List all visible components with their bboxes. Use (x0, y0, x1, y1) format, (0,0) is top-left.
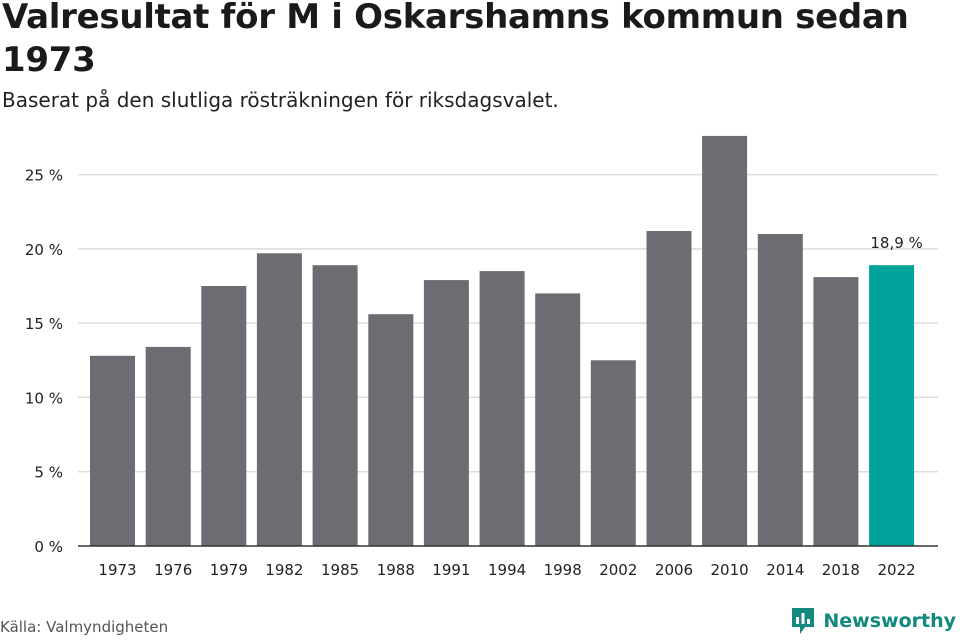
source-note: Källa: Valmyndigheten (0, 618, 169, 636)
bar-1973 (90, 355, 135, 546)
x-tick-label: 2006 (655, 561, 693, 579)
bar-2002 (590, 360, 636, 546)
y-axis-ticks: 0 % 5 % 10 % 15 % 20 % 25 % (25, 167, 63, 556)
chart-subtitle: Baserat på den slutliga rösträkningen fö… (2, 88, 559, 112)
x-tick-label: 1988 (377, 561, 415, 579)
bar-1985 (312, 265, 358, 546)
x-tick-label: 2018 (822, 561, 860, 579)
brand-logo[interactable]: Newsworthy (790, 606, 956, 636)
y-tick-label: 10 % (25, 389, 63, 407)
bar-2014 (757, 234, 803, 546)
bar-1982 (256, 253, 302, 547)
x-tick-label: 1976 (154, 561, 192, 579)
bar-1991 (423, 280, 469, 546)
x-tick-label: 1973 (98, 561, 136, 579)
bar-chart: 0 %5 %10 %15 %20 %25 % 1973 1976 1979 1982 1… (25, 135, 938, 579)
bar-2006 (646, 231, 692, 546)
y-tick-label: 5 % (34, 464, 63, 482)
x-tick-label: 2002 (599, 561, 637, 579)
bars (90, 135, 915, 547)
x-tick-label: 1982 (265, 561, 303, 579)
bar-2010 (702, 135, 748, 546)
y-tick-label: 15 % (25, 315, 63, 333)
bar-2022 (869, 265, 915, 546)
bar-1979 (201, 286, 247, 546)
y-tick-label: 20 % (25, 241, 63, 259)
bar-1994 (479, 271, 525, 546)
y-tick-label: 0 % (34, 538, 63, 556)
bar-1988 (368, 314, 414, 546)
bar-2018 (813, 277, 859, 546)
x-tick-label: 1998 (544, 561, 582, 579)
x-tick-label: 2010 (711, 561, 749, 579)
brand-name: Newsworthy (823, 610, 956, 632)
x-tick-label: 1979 (210, 561, 248, 579)
value-annotation: 18,9 % (870, 234, 922, 252)
x-axis-ticks: 1973 1976 1979 1982 1985 1988 1991 1994 1998 2002… (98, 561, 915, 579)
x-tick-label: 2022 (878, 561, 916, 579)
y-tick-label: 25 % (25, 167, 63, 185)
newsworthy-logo-icon (792, 608, 815, 634)
x-tick-label: 1985 (321, 561, 359, 579)
x-tick-label: 1994 (488, 561, 526, 579)
chart-title: Valresultat för M i Oskarshamns kommun s… (2, 0, 909, 80)
bar-1976 (145, 346, 191, 546)
x-tick-label: 1991 (432, 561, 470, 579)
bar-1998 (535, 293, 581, 546)
x-tick-label: 2014 (766, 561, 804, 579)
